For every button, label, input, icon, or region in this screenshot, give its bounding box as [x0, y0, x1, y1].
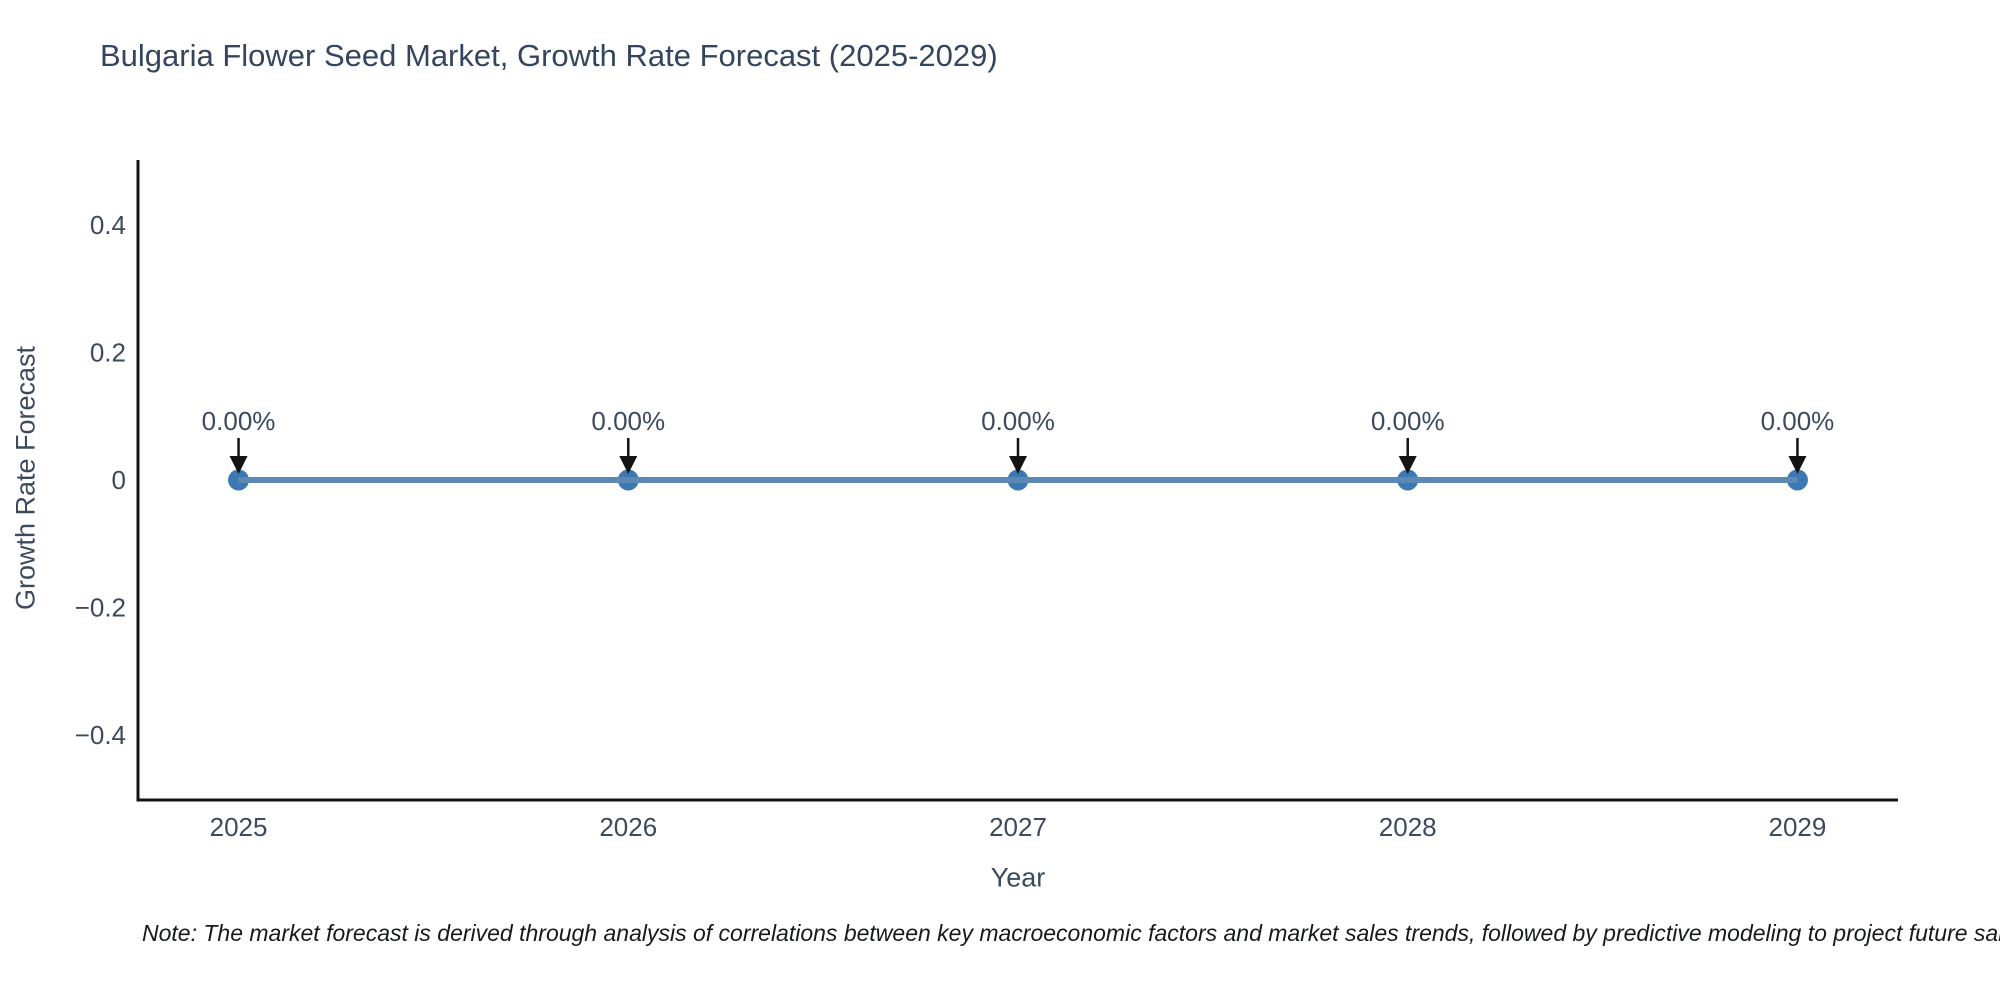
annotation-arrow-head	[229, 456, 248, 474]
x-axis-title: Year	[990, 862, 1046, 893]
annotation-arrow-head	[1398, 456, 1417, 474]
annotation-arrow-head	[1009, 456, 1027, 474]
footnote: Note: The market forecast is derived thr…	[142, 920, 2000, 946]
y-tick-label: 0	[112, 465, 126, 495]
annotation-label: 0.00%	[1761, 406, 1835, 436]
x-tick-label: 2025	[210, 812, 268, 842]
annotation-label: 0.00%	[202, 406, 276, 436]
x-tick-label: 2028	[1379, 812, 1437, 842]
annotation-arrow-head	[1788, 456, 1807, 474]
annotation-label: 0.00%	[1371, 406, 1445, 436]
annotation-label: 0.00%	[591, 406, 665, 436]
y-tick-label: −0.4	[75, 720, 126, 750]
y-tick-label: 0.2	[90, 338, 126, 368]
y-tick-label: 0.4	[90, 210, 126, 240]
x-tick-label: 2026	[599, 812, 657, 842]
chart-title: Bulgaria Flower Seed Market, Growth Rate…	[100, 38, 998, 73]
x-tick-label: 2029	[1769, 812, 1827, 842]
annotation-arrow-head	[619, 456, 638, 474]
x-tick-label: 2027	[989, 812, 1047, 842]
annotation-label: 0.00%	[981, 406, 1055, 436]
y-tick-label: −0.2	[75, 592, 126, 622]
